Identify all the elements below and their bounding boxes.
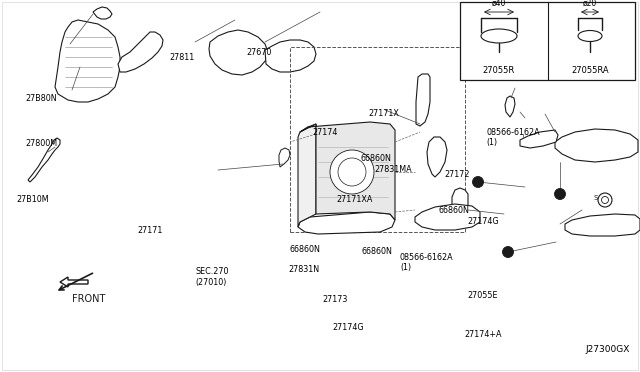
- Polygon shape: [55, 20, 120, 102]
- Text: 27174: 27174: [312, 128, 338, 137]
- Text: 27670: 27670: [246, 48, 272, 57]
- Ellipse shape: [578, 31, 602, 42]
- Polygon shape: [265, 40, 316, 72]
- Text: 27171X: 27171X: [368, 109, 399, 118]
- Text: 27055R: 27055R: [483, 66, 515, 75]
- Polygon shape: [416, 74, 430, 126]
- Text: SEC.270
(27010): SEC.270 (27010): [195, 267, 228, 287]
- Polygon shape: [555, 129, 638, 162]
- Polygon shape: [565, 214, 640, 236]
- Text: 27055E: 27055E: [467, 291, 498, 300]
- Text: 27171: 27171: [138, 226, 163, 235]
- Circle shape: [554, 189, 566, 199]
- Polygon shape: [427, 137, 447, 177]
- Text: 27800M: 27800M: [26, 139, 58, 148]
- Text: 08566-6162A
(1): 08566-6162A (1): [486, 128, 540, 147]
- Text: 27B80N: 27B80N: [26, 94, 57, 103]
- Polygon shape: [279, 148, 290, 167]
- Text: ø20: ø20: [583, 0, 597, 8]
- Ellipse shape: [481, 29, 517, 43]
- Polygon shape: [298, 124, 316, 227]
- Text: 27174+A: 27174+A: [464, 330, 502, 339]
- Text: 27174G: 27174G: [467, 217, 499, 226]
- Text: 66860N: 66860N: [362, 247, 392, 256]
- Polygon shape: [300, 122, 395, 220]
- Text: FRONT: FRONT: [72, 294, 106, 304]
- Text: ø40: ø40: [492, 0, 506, 8]
- Circle shape: [602, 196, 609, 203]
- Text: 66860N: 66860N: [360, 154, 391, 163]
- Text: 27B10M: 27B10M: [16, 195, 49, 203]
- Text: 27831N: 27831N: [288, 265, 319, 274]
- Circle shape: [338, 158, 366, 186]
- Polygon shape: [415, 204, 480, 230]
- Text: 27055RA: 27055RA: [571, 66, 609, 75]
- Circle shape: [330, 150, 374, 194]
- Text: 66860N: 66860N: [290, 245, 321, 254]
- Text: 27831MA: 27831MA: [374, 165, 412, 174]
- Polygon shape: [28, 138, 60, 182]
- Text: J27300GX: J27300GX: [586, 345, 630, 354]
- Polygon shape: [118, 32, 163, 72]
- Text: 66860N: 66860N: [438, 206, 469, 215]
- Bar: [460, 2, 635, 80]
- Polygon shape: [60, 277, 88, 287]
- Text: 08566-6162A
(1): 08566-6162A (1): [400, 253, 454, 272]
- Polygon shape: [452, 188, 468, 227]
- Text: 27811: 27811: [170, 53, 195, 62]
- Text: 27173: 27173: [322, 295, 348, 304]
- Polygon shape: [93, 7, 112, 19]
- Text: 27172: 27172: [445, 170, 470, 179]
- Polygon shape: [505, 96, 515, 117]
- Polygon shape: [298, 212, 395, 234]
- Polygon shape: [209, 30, 268, 75]
- Text: 27174G: 27174G: [333, 323, 364, 332]
- Circle shape: [472, 176, 483, 187]
- Text: S: S: [594, 195, 598, 201]
- Polygon shape: [520, 130, 558, 148]
- Circle shape: [502, 247, 513, 257]
- Text: 27171XA: 27171XA: [337, 195, 373, 203]
- Bar: [290, 47, 465, 232]
- Circle shape: [598, 193, 612, 207]
